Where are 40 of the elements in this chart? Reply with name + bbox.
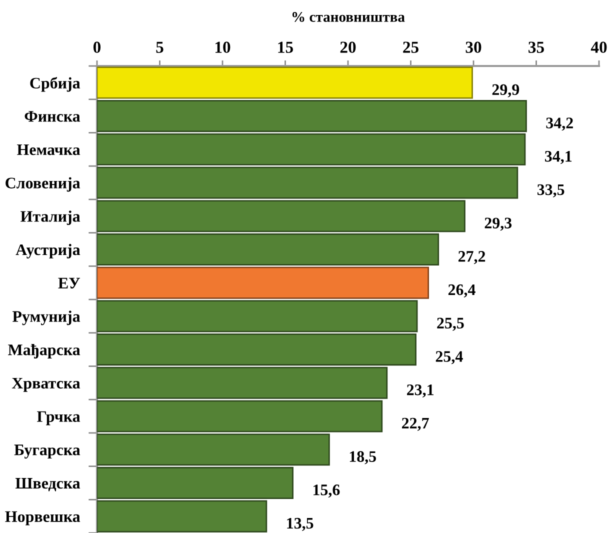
y-tick-label: Немачка [17,144,80,156]
data-label: 18,5 [350,451,376,464]
y-tick-label: ЕУ [58,278,80,289]
data-label: 29,9 [492,84,520,98]
x-tick-label: 15 [278,42,293,53]
x-axis-title: % становништва [292,12,405,22]
data-label: 34,2 [546,118,573,131]
bar [97,66,473,99]
data-label: 29,3 [484,218,512,231]
y-tick-label: Финска [24,111,80,122]
y-tick-label: Норвешка [5,511,80,526]
y-tick-label: Србија [30,76,80,92]
data-label: 23,1 [407,384,434,398]
y-tick-label: Мађарска [8,344,80,359]
data-label: 27,2 [458,251,486,264]
x-tick-label: 30 [466,42,482,53]
y-tick-label: Шведска [15,478,80,492]
data-label: 22,7 [402,418,429,431]
data-label: 26,4 [448,284,476,298]
data-label: 25,4 [436,351,463,364]
data-label: 34,1 [545,150,572,164]
x-tick-label: 0 [93,42,101,53]
bar [97,266,430,299]
x-tick-label: 10 [216,42,230,53]
y-tick-label: Италија [20,210,80,226]
y-tick-label: Румунија [12,310,80,326]
data-label: 15,6 [314,484,340,498]
y-tick-label: Бугарска [14,444,80,459]
y-tick-label: Грчка [37,411,80,426]
x-tick-label: 40 [590,42,607,53]
y-tick-label: Аустрија [16,244,80,258]
x-tick-label: 5 [156,42,164,53]
data-label: 13,5 [287,518,314,531]
data-label: 33,5 [537,184,564,198]
x-tick-label: 35 [528,42,544,53]
x-tick-label: 25 [403,42,418,53]
y-tick-label: Хрватска [12,378,80,392]
x-tick-label: 20 [340,42,356,53]
data-label: 25,5 [437,318,464,331]
y-tick-label: Словенија [6,177,80,192]
